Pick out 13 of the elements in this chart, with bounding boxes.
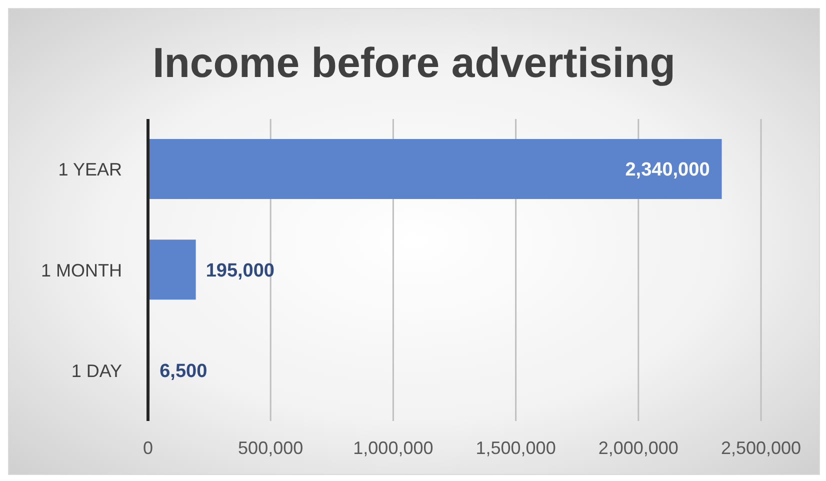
x-tick-label: 1,000,000 — [353, 438, 434, 458]
data-label: 2,340,000 — [625, 160, 710, 181]
x-tick-label: 1,500,000 — [476, 438, 556, 458]
y-tick-label: 1 YEAR — [58, 160, 122, 180]
chart-title: Income before advertising — [152, 39, 676, 87]
data-label: 195,000 — [206, 260, 274, 282]
data-label: 6,500 — [160, 360, 208, 382]
x-tick-label: 2,000,000 — [598, 438, 678, 458]
x-tick-label: 500,000 — [238, 438, 304, 458]
x-tick-label: 2,500,000 — [720, 438, 802, 458]
x-tick-label: 0 — [142, 438, 154, 458]
y-tick-label: 1 DAY — [71, 361, 122, 382]
y-tick-label: 1 MONTH — [41, 260, 122, 280]
